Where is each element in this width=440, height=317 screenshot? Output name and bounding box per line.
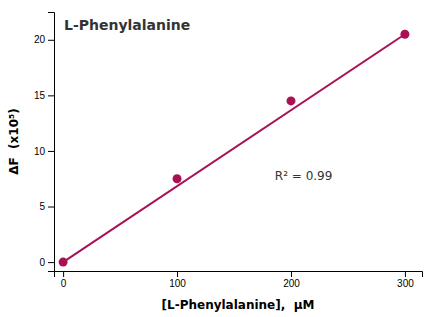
y-tick-label: 15 xyxy=(34,90,46,101)
y-tick-mark xyxy=(48,262,54,263)
y-tick-label: 0 xyxy=(39,257,45,268)
marks xyxy=(59,30,410,267)
x-tick-mark xyxy=(63,271,64,277)
x-tick: 300 xyxy=(397,271,414,289)
x-tick: 100 xyxy=(169,271,186,289)
point xyxy=(173,174,182,183)
y-tick: 20 xyxy=(34,34,54,45)
point xyxy=(59,258,68,267)
y-tick-mark xyxy=(48,95,54,96)
x-tick-label: 300 xyxy=(397,278,414,289)
y-tick-mark xyxy=(48,40,54,41)
y-tick-label: 10 xyxy=(34,146,46,157)
y-tick: 15 xyxy=(34,90,54,101)
y-tick: 0 xyxy=(39,257,54,268)
title: L-Phenylalanine xyxy=(64,17,190,33)
y-tick-label: 20 xyxy=(34,34,46,45)
plot: 0 100 200 300 0 5 10 15 20 L-Phenylalanine R² = 0.… xyxy=(34,13,423,290)
x-tick-mark xyxy=(405,271,406,277)
y-tick-label: 5 xyxy=(39,201,45,212)
y-axis: 0 5 10 15 20 xyxy=(34,13,55,272)
y-tick-mark xyxy=(48,207,54,208)
y-axis-title: ΔF (x10⁵) xyxy=(7,108,21,175)
point xyxy=(286,96,295,105)
x-tick-label: 100 xyxy=(169,278,186,289)
y-tick-mark xyxy=(48,151,54,152)
y-tick: 5 xyxy=(39,201,54,212)
regression-line xyxy=(63,34,405,262)
point xyxy=(400,30,409,39)
x-axis-line xyxy=(55,272,423,278)
texts: L-Phenylalanine R² = 0.99 xyxy=(64,17,332,183)
x-axis-title: [L-Phenylalanine], μM xyxy=(162,298,315,312)
y-tick: 10 xyxy=(34,146,54,157)
annotation: R² = 0.99 xyxy=(275,169,333,183)
x-tick-mark xyxy=(291,271,292,277)
x-tick: 0 xyxy=(61,271,67,289)
x-tick-mark xyxy=(177,271,178,277)
x-tick-label: 0 xyxy=(61,278,67,289)
x-tick-label: 200 xyxy=(283,278,300,289)
x-axis: 0 100 200 300 xyxy=(55,271,423,289)
y-axis-line xyxy=(48,13,55,272)
x-tick: 200 xyxy=(283,271,300,289)
chart: 0 100 200 300 0 5 10 15 20 L-Phenylalanine R² = 0.… xyxy=(0,0,440,317)
